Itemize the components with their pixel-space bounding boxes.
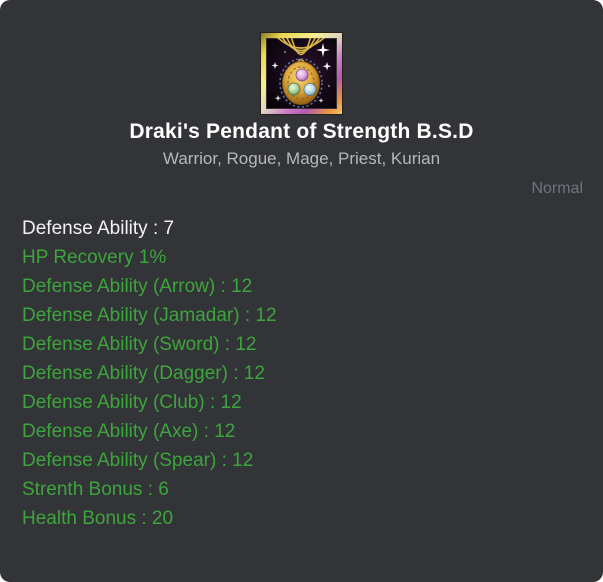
stat-line: Defense Ability (Jamadar) : 12	[22, 305, 277, 326]
item-classes: Warrior, Rogue, Mage, Priest, Kurian	[162, 149, 441, 168]
stat-line: Health Bonus : 20	[22, 508, 174, 529]
stat-line: Defense Ability (Arrow) : 12	[22, 276, 253, 297]
item-grade-label: Normal	[531, 180, 583, 197]
stat-line: Defense Ability : 7	[22, 218, 175, 239]
item-title: Draki's Pendant of Strength B.S.D	[129, 120, 474, 143]
stat-line: HP Recovery 1%	[22, 247, 167, 268]
item-icon-frame	[261, 33, 342, 114]
stat-line: Defense Ability (Axe) : 12	[22, 421, 236, 442]
stat-line: Defense Ability (Sword) : 12	[22, 334, 257, 355]
pendant-icon-art	[271, 38, 332, 108]
stat-line: Defense Ability (Spear) : 12	[22, 450, 254, 471]
pendant-icon	[266, 38, 337, 109]
stat-line: Defense Ability (Dagger) : 12	[22, 363, 265, 384]
stats-list: Defense Ability : 7 HP Recovery 1% Defense…	[22, 214, 581, 533]
stat-line: Defense Ability (Club) : 12	[22, 392, 242, 413]
stat-line: Strenth Bonus : 6	[22, 479, 169, 500]
